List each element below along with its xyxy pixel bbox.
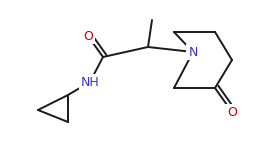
Text: O: O <box>83 29 93 43</box>
Text: O: O <box>227 105 237 118</box>
Text: NH: NH <box>81 76 99 89</box>
Text: N: N <box>188 46 198 58</box>
